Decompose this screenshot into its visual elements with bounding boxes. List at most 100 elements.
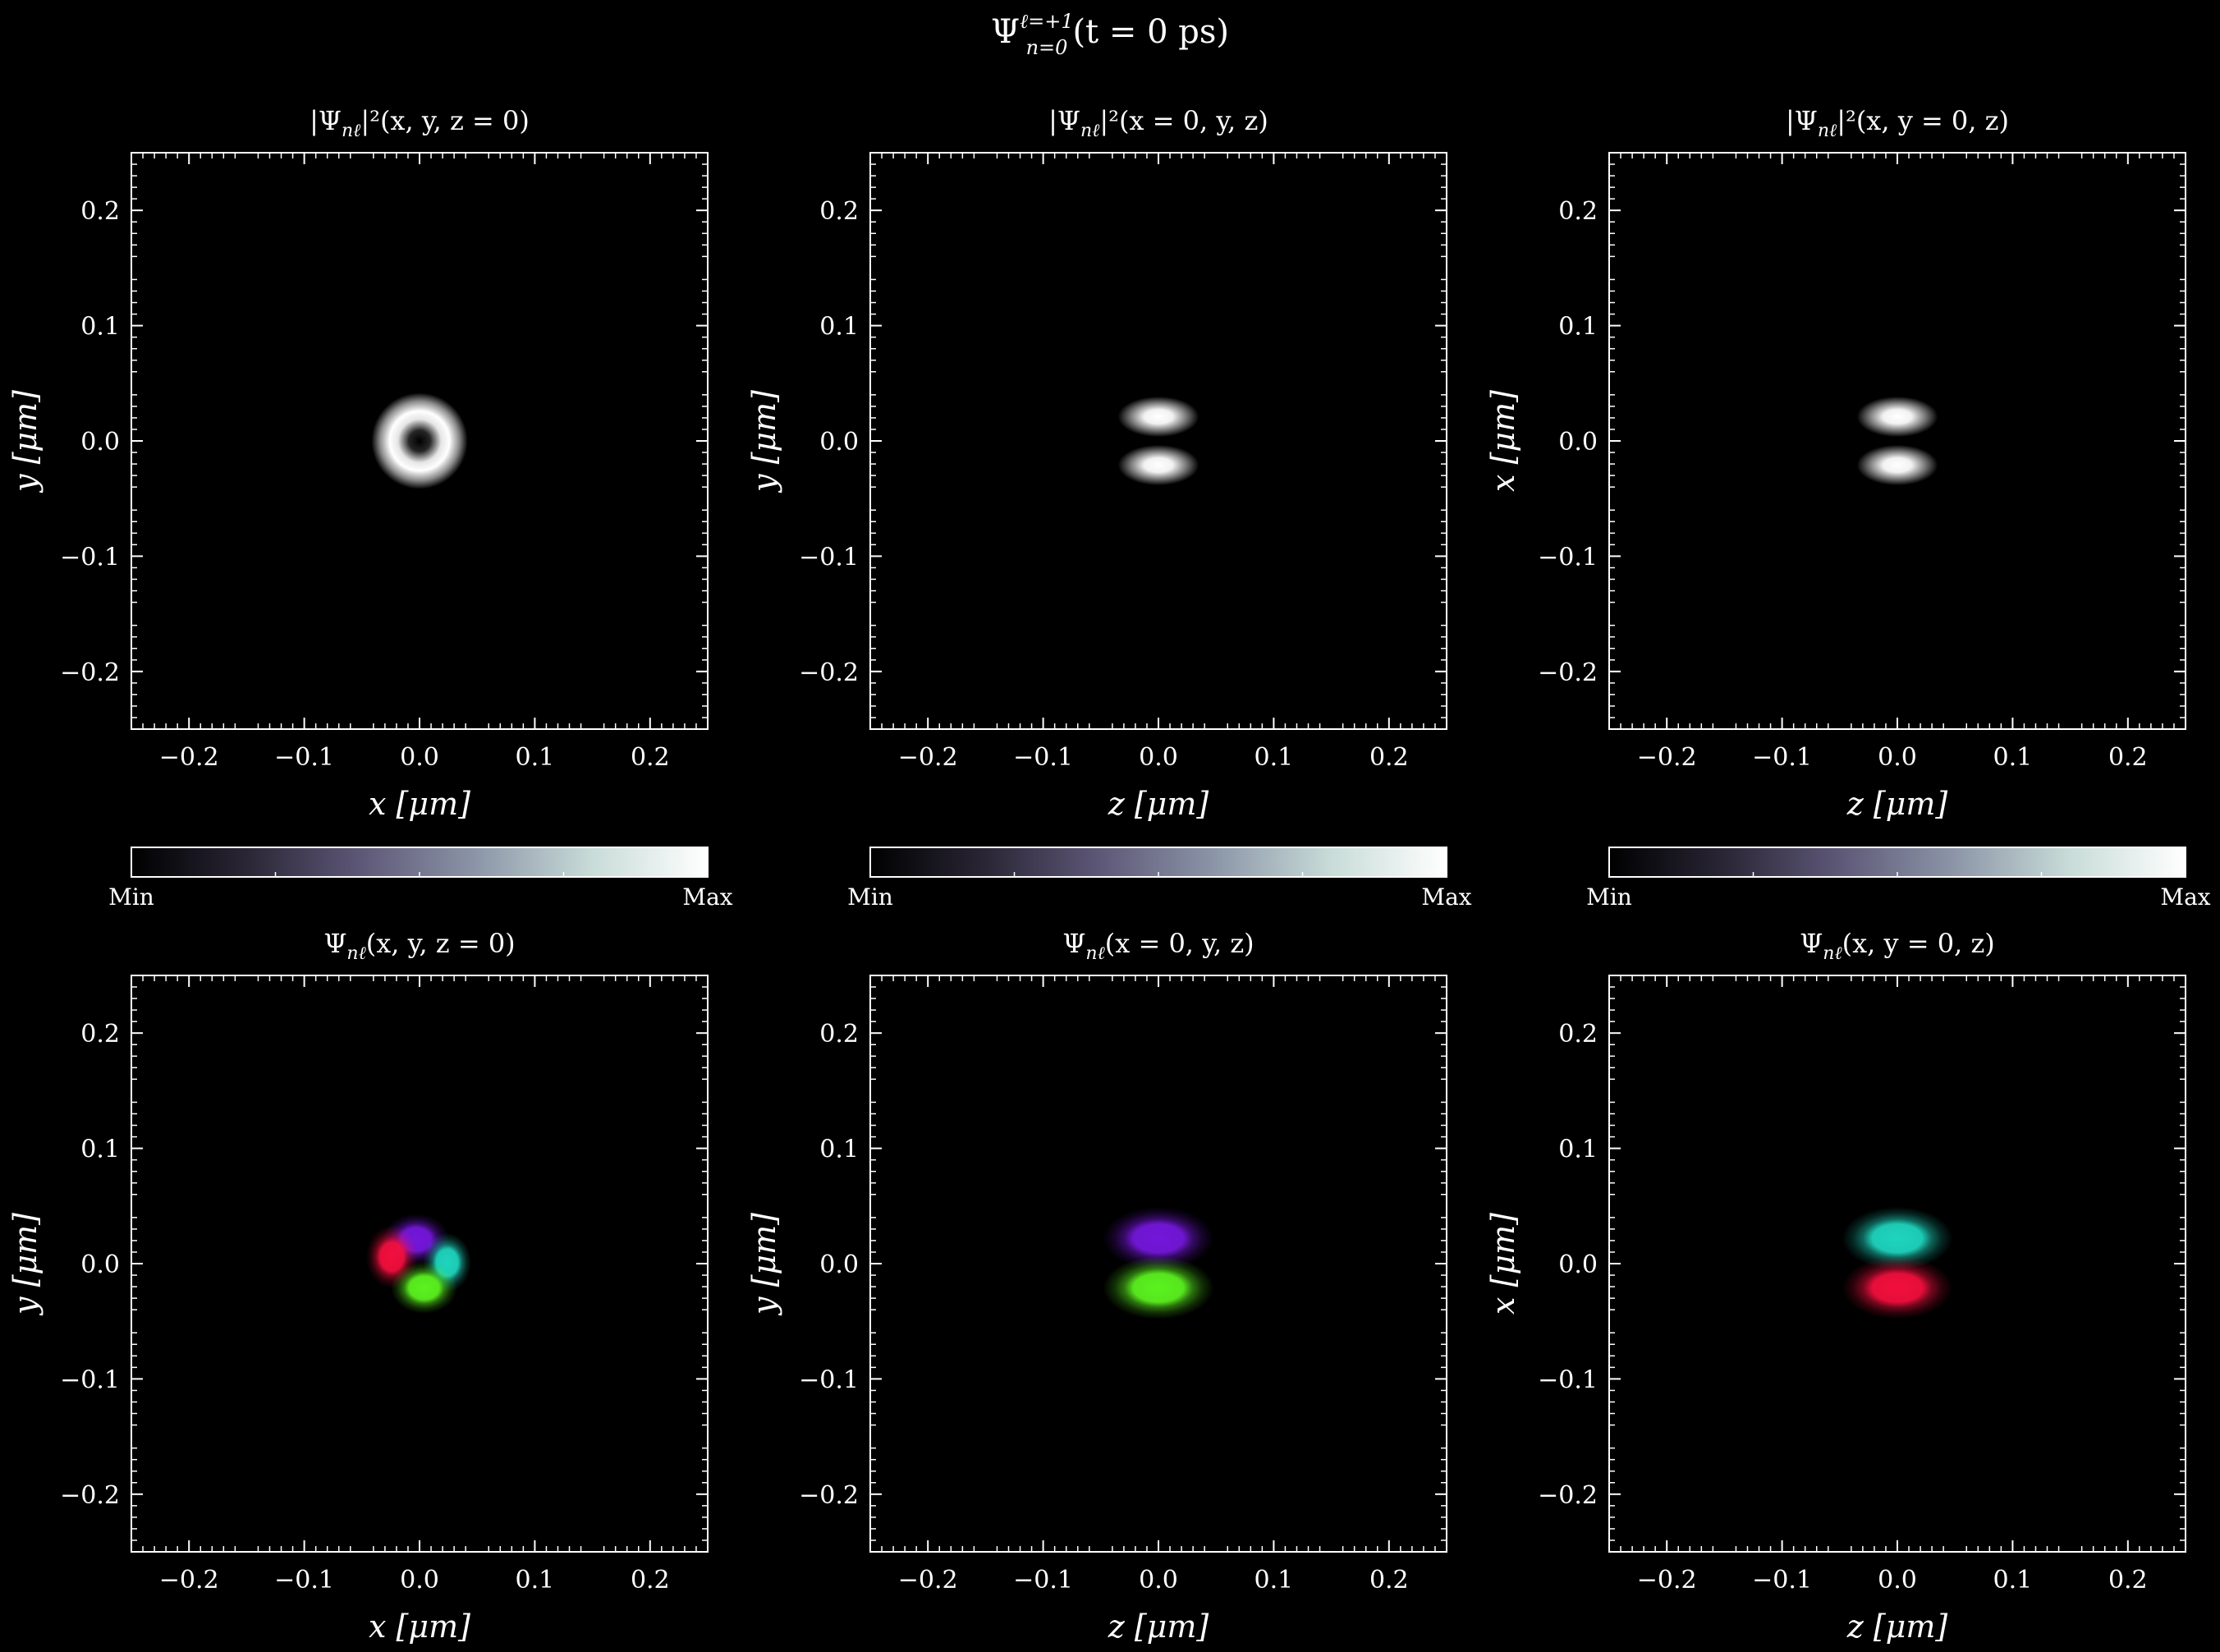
x-tick-label: 0.0: [1878, 1566, 1917, 1595]
x-tick-label: 0.0: [1139, 743, 1178, 772]
panel-title-sub: nℓ: [346, 943, 366, 964]
y-tick-label: −0.2: [1538, 1481, 1598, 1510]
density-lobe: [1857, 397, 1938, 437]
y-tick-label: −0.1: [1538, 1365, 1598, 1394]
panel-title-sub: nℓ: [1085, 943, 1105, 964]
y-tick-label: 0.2: [1558, 197, 1598, 226]
x-tick-label: 0.0: [400, 743, 439, 772]
x-axis-label: z [μm]: [1846, 786, 1948, 822]
y-axis-label: x [μm]: [1485, 1213, 1521, 1315]
y-axis-label: y [μm]: [746, 1213, 782, 1316]
x-tick-label: 0.1: [516, 743, 555, 772]
panel-title-pre: |Ψ: [310, 105, 342, 136]
x-tick-label: −0.1: [1013, 1566, 1073, 1595]
panel-title-pre: |Ψ: [1786, 105, 1818, 136]
y-axis-label: y [μm]: [7, 1213, 44, 1316]
panel-title-pre: Ψ: [1800, 928, 1823, 959]
density-ring: [371, 392, 467, 489]
y-tick-label: −0.1: [799, 1365, 859, 1394]
panel-title-post: (x, y = 0, z): [1842, 928, 1995, 959]
x-tick-label: −0.1: [274, 743, 334, 772]
y-tick-label: 0.0: [80, 428, 120, 457]
x-axis-label: x [μm]: [369, 786, 470, 822]
panel-title-post: |²(x = 0, y, z): [1099, 105, 1268, 136]
panel-title-sub: nℓ: [342, 121, 361, 141]
panel-title-post: (x, y, z = 0): [366, 928, 516, 959]
y-tick-label: 0.0: [819, 428, 859, 457]
colorbar-max-label: Max: [1421, 883, 1471, 911]
y-tick-label: 0.2: [819, 197, 859, 226]
x-tick-label: −0.2: [1637, 1566, 1697, 1595]
y-tick-label: 0.2: [80, 197, 120, 226]
y-tick-label: −0.2: [60, 1481, 120, 1510]
x-tick-label: 0.0: [1878, 743, 1917, 772]
y-tick-label: −0.2: [1538, 659, 1598, 687]
y-tick-label: 0.2: [1558, 1020, 1598, 1049]
x-tick-label: −0.2: [898, 1566, 958, 1595]
colorbar-max-label: Max: [2160, 883, 2210, 911]
x-tick-label: 0.0: [400, 1566, 439, 1595]
x-tick-label: −0.1: [1752, 743, 1812, 772]
x-tick-label: 0.1: [1254, 1566, 1294, 1595]
y-tick-label: 0.1: [80, 1136, 120, 1164]
x-tick-label: 0.1: [1993, 1566, 2033, 1595]
x-tick-label: 0.2: [631, 743, 670, 772]
x-tick-label: 0.2: [631, 1566, 670, 1595]
y-axis-label: x [μm]: [1485, 390, 1521, 492]
panel-title-pre: |Ψ: [1048, 105, 1080, 136]
x-tick-label: 0.2: [2108, 1566, 2148, 1595]
x-tick-label: 0.2: [1369, 743, 1409, 772]
y-tick-label: 0.1: [819, 1136, 859, 1164]
x-tick-label: −0.1: [1013, 743, 1073, 772]
x-axis-label: z [μm]: [1108, 1608, 1209, 1645]
x-tick-label: 0.1: [1993, 743, 2033, 772]
colorbar-min-label: Min: [847, 883, 893, 911]
x-tick-label: 0.2: [2108, 743, 2148, 772]
phase-lobe: [391, 1262, 457, 1314]
x-tick-label: 0.1: [1254, 743, 1294, 772]
x-tick-label: −0.1: [274, 1566, 334, 1595]
x-axis-label: z [μm]: [1108, 786, 1209, 822]
colorbar-max-label: Max: [682, 883, 732, 911]
y-tick-label: −0.1: [1538, 543, 1598, 571]
panel-title-sub: nℓ: [1818, 121, 1837, 141]
y-tick-label: 0.0: [1558, 1250, 1598, 1279]
y-tick-label: 0.2: [80, 1020, 120, 1049]
density-lobe: [1857, 445, 1938, 485]
y-tick-label: −0.2: [799, 1481, 859, 1510]
density-lobe: [1118, 397, 1199, 437]
panel-title-post: (x = 0, y, z): [1105, 928, 1254, 959]
panel-title-post: |²(x, y, z = 0): [360, 105, 530, 136]
y-tick-label: 0.0: [80, 1250, 120, 1279]
y-tick-label: −0.1: [799, 543, 859, 571]
y-tick-label: 0.1: [80, 313, 120, 342]
phase-lobe: [1842, 1256, 1953, 1319]
y-tick-label: −0.2: [799, 659, 859, 687]
panel-title-sub: nℓ: [1823, 943, 1842, 964]
panel-title-post: |²(x, y = 0, z): [1837, 105, 2009, 136]
y-tick-label: 0.2: [819, 1020, 859, 1049]
y-tick-label: −0.2: [60, 659, 120, 687]
y-tick-label: 0.0: [1558, 428, 1598, 457]
x-tick-label: 0.1: [516, 1566, 555, 1595]
x-tick-label: −0.2: [898, 743, 958, 772]
panel-title-pre: Ψ: [1062, 928, 1085, 959]
panel-title-pre: Ψ: [323, 928, 346, 959]
x-tick-label: −0.2: [159, 743, 219, 772]
x-axis-label: z [μm]: [1846, 1608, 1948, 1645]
x-tick-label: −0.2: [1637, 743, 1697, 772]
phase-lobe: [1103, 1256, 1214, 1319]
y-axis-label: y [μm]: [7, 390, 44, 493]
y-tick-label: −0.1: [60, 543, 120, 571]
y-tick-label: 0.1: [1558, 1136, 1598, 1164]
y-tick-label: 0.1: [819, 313, 859, 342]
x-tick-label: 0.2: [1369, 1566, 1409, 1595]
x-tick-label: 0.0: [1139, 1566, 1178, 1595]
y-tick-label: −0.1: [60, 1365, 120, 1394]
x-tick-label: −0.1: [1752, 1566, 1812, 1595]
x-axis-label: x [μm]: [369, 1608, 470, 1645]
density-lobe: [1118, 445, 1199, 485]
y-tick-label: 0.1: [1558, 313, 1598, 342]
